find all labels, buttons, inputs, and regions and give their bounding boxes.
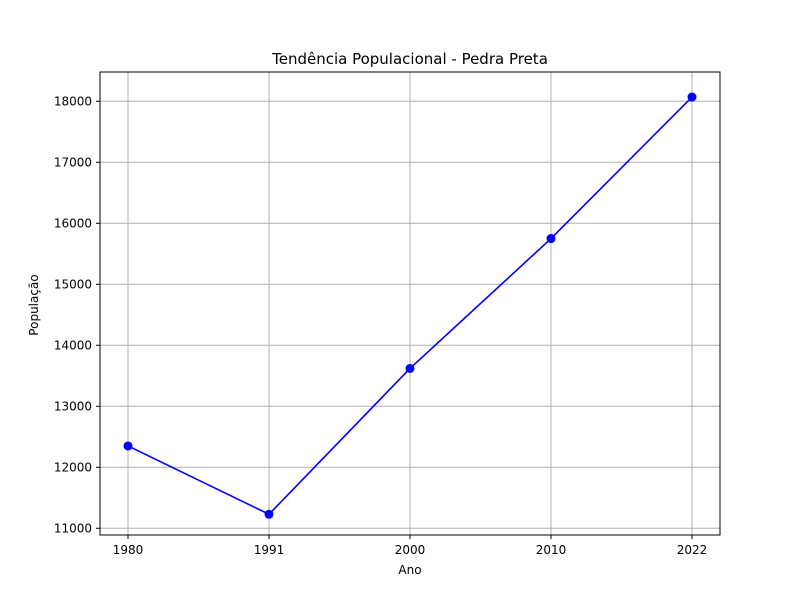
x-tick-label: 1980 — [113, 543, 144, 557]
y-tick-label: 13000 — [54, 399, 92, 413]
data-point-1991 — [264, 509, 274, 519]
x-tick-label: 2022 — [677, 543, 708, 557]
data-point-2022 — [687, 92, 697, 102]
chart-title: Tendência Populacional - Pedra Preta — [271, 50, 548, 68]
x-axis-ticks: 1980 1991 2000 2010 2022 — [113, 535, 708, 557]
data-point-2010 — [546, 234, 556, 244]
grid-lines — [100, 72, 720, 535]
y-axis-label: População — [27, 274, 41, 335]
x-tick-label: 2000 — [395, 543, 426, 557]
data-point-1980 — [123, 441, 133, 451]
y-tick-label: 14000 — [54, 338, 92, 352]
y-tick-label: 16000 — [54, 216, 92, 230]
series-layer — [123, 92, 697, 519]
y-tick-label: 12000 — [54, 460, 92, 474]
x-tick-label: 2010 — [536, 543, 567, 557]
y-tick-label: 11000 — [54, 521, 92, 535]
y-tick-label: 15000 — [54, 277, 92, 291]
x-tick-label: 1991 — [254, 543, 285, 557]
y-tick-label: 17000 — [54, 155, 92, 169]
y-tick-label: 18000 — [54, 94, 92, 108]
y-axis-ticks: 11000 12000 13000 14000 15000 16000 17000 18000 — [54, 94, 100, 535]
data-point-2000 — [405, 363, 415, 373]
x-axis-label: Ano — [398, 563, 421, 577]
